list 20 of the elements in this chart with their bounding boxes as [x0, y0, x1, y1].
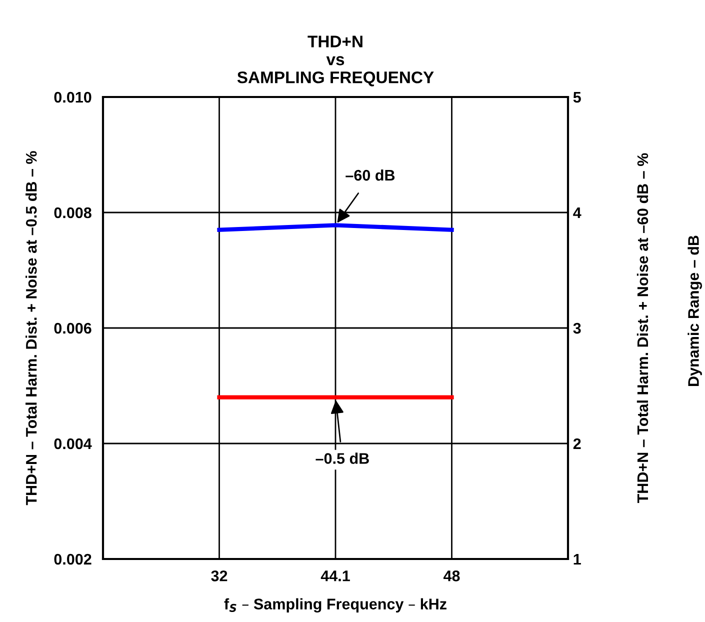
y-tick-label: 0.004	[54, 438, 92, 450]
annotation: –60 dB	[346, 169, 395, 181]
y-tick-label: 0.010	[54, 92, 92, 103]
y2-tick-label: 4	[573, 208, 582, 218]
y2-tick-label: 1	[574, 554, 581, 565]
x-tick-label: 48	[443, 570, 460, 582]
y2-axis-title: THD+N – Total Harm. Dist. + Noise at –60 dB – %	[636, 153, 648, 504]
x-tick-label: 32	[211, 570, 228, 582]
chart-title: THD+N vs SAMPLING FREQUENCY	[237, 36, 434, 86]
y-axis-title: THD+N – Total Harm. Dist. + Noise at –0.5 dB – %	[26, 151, 37, 506]
y-tick-label: 0.002	[54, 554, 92, 565]
y-tick-label: 0.008	[54, 207, 92, 218]
y2-tick-label: 5	[573, 92, 581, 103]
x-tick-label: 44.1	[320, 570, 350, 582]
text: Dynamic Range – dB	[688, 236, 702, 386]
annotation: –0.5 dB	[316, 452, 369, 464]
y2-tick-label: 2	[573, 438, 581, 450]
y2-tick-label: 3	[573, 322, 581, 334]
y-tick-label: 0.006	[54, 322, 92, 334]
x-axis-title: f$_{S}$ – Sampling Frequency – kHz	[224, 598, 446, 613]
